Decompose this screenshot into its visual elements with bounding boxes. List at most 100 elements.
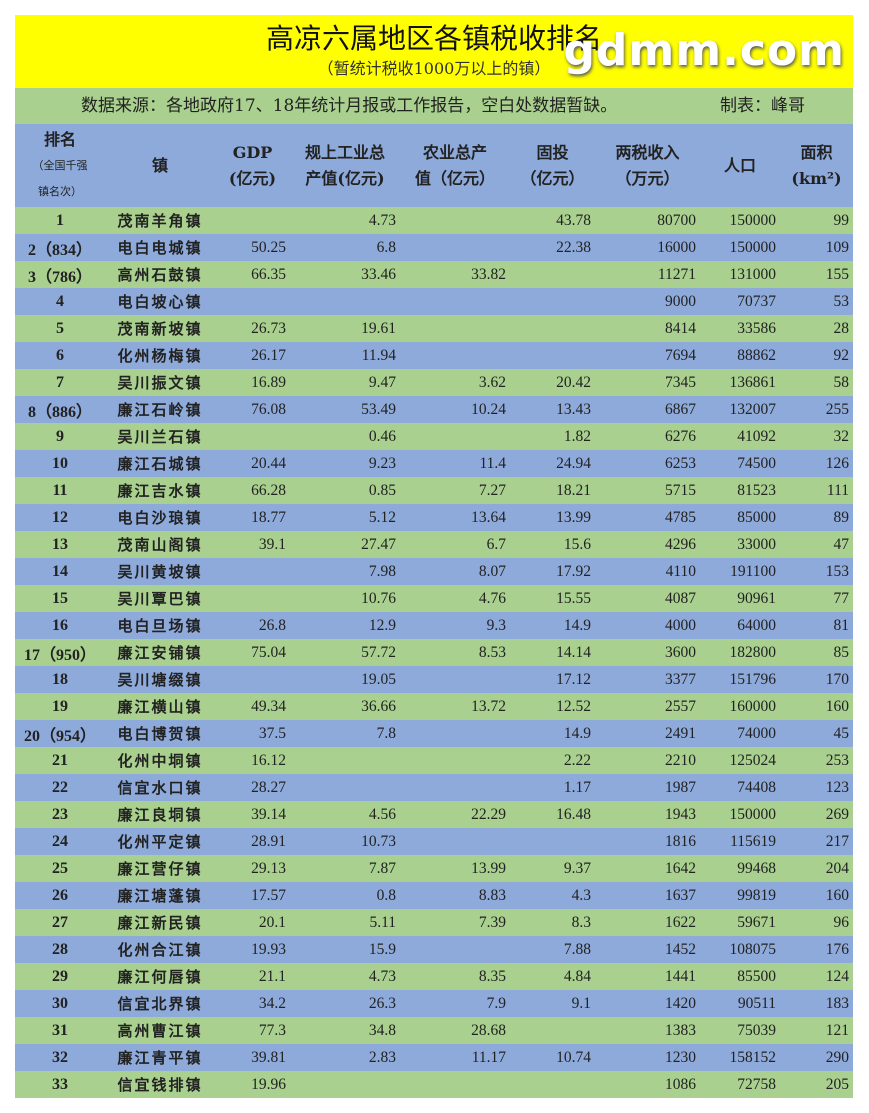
table-row: 30 信宜北界镇 34.2 26.3 7.9 9.1 1420 90511 183 — [15, 990, 853, 1017]
cell-tax: 1642 — [595, 855, 700, 882]
cell-investment: 13.99 — [510, 504, 595, 531]
cell-industrial: 0.85 — [290, 477, 400, 504]
cell-tax: 4087 — [595, 585, 700, 612]
cell-gdp: 16.12 — [215, 747, 290, 774]
cell-gdp: 17.57 — [215, 882, 290, 909]
cell-agriculture: 8.07 — [400, 558, 510, 585]
cell-town: 高州曹江镇 — [105, 1017, 215, 1044]
cell-investment — [510, 342, 595, 369]
header-investment: 固投 （亿元） — [510, 124, 595, 207]
cell-area: 217 — [780, 828, 853, 855]
cell-investment: 16.48 — [510, 801, 595, 828]
cell-rank: 20（954） — [15, 720, 105, 747]
cell-investment — [510, 261, 595, 288]
cell-area: 85 — [780, 639, 853, 666]
cell-industrial: 5.12 — [290, 504, 400, 531]
cell-area: 170 — [780, 666, 853, 693]
table-row: 16 电白旦场镇 26.8 12.9 9.3 14.9 4000 64000 81 — [15, 612, 853, 639]
cell-town: 化州平定镇 — [105, 828, 215, 855]
table-row: 7 吴川振文镇 16.89 9.47 3.62 20.42 7345 136861 58 — [15, 369, 853, 396]
table-row: 15 吴川覃巴镇 10.76 4.76 15.55 4087 90961 77 — [15, 585, 853, 612]
cell-town: 电白旦场镇 — [105, 612, 215, 639]
table-row: 24 化州平定镇 28.91 10.73 1816 115619 217 — [15, 828, 853, 855]
cell-population: 75039 — [700, 1017, 780, 1044]
cell-area: 53 — [780, 288, 853, 315]
cell-industrial: 2.83 — [290, 1044, 400, 1071]
header-row: 排名 （全国千强 镇名次） 镇 GDP (亿元) 规上工业总 产值(亿元) 农业总产 值（… — [15, 124, 853, 207]
cell-area: 89 — [780, 504, 853, 531]
cell-area: 123 — [780, 774, 853, 801]
cell-population: 191100 — [700, 558, 780, 585]
cell-area: 269 — [780, 801, 853, 828]
table-row: 25 廉江营仔镇 29.13 7.87 13.99 9.37 1642 99468 204 — [15, 855, 853, 882]
table-row: 22 信宜水口镇 28.27 1.17 1987 74408 123 — [15, 774, 853, 801]
cell-town: 廉江石城镇 — [105, 450, 215, 477]
cell-gdp — [215, 207, 290, 234]
table-row: 13 茂南山阁镇 39.1 27.47 6.7 15.6 4296 33000 47 — [15, 531, 853, 558]
cell-area: 109 — [780, 234, 853, 261]
cell-rank: 30 — [15, 990, 105, 1017]
table-row: 11 廉江吉水镇 66.28 0.85 7.27 18.21 5715 81523 111 — [15, 477, 853, 504]
cell-population: 72758 — [700, 1071, 780, 1098]
cell-agriculture — [400, 774, 510, 801]
cell-agriculture: 9.3 — [400, 612, 510, 639]
cell-tax: 2557 — [595, 693, 700, 720]
cell-tax: 80700 — [595, 207, 700, 234]
cell-town: 廉江吉水镇 — [105, 477, 215, 504]
cell-rank: 32 — [15, 1044, 105, 1071]
table-row: 23 廉江良垌镇 39.14 4.56 22.29 16.48 1943 150000 269 — [15, 801, 853, 828]
cell-area: 45 — [780, 720, 853, 747]
cell-investment — [510, 288, 595, 315]
cell-rank: 13 — [15, 531, 105, 558]
cell-population: 158152 — [700, 1044, 780, 1071]
cell-rank: 23 — [15, 801, 105, 828]
cell-industrial — [290, 747, 400, 774]
cell-gdp: 49.34 — [215, 693, 290, 720]
cell-gdp: 28.27 — [215, 774, 290, 801]
cell-tax: 1441 — [595, 963, 700, 990]
cell-area: 58 — [780, 369, 853, 396]
cell-tax: 7694 — [595, 342, 700, 369]
cell-tax: 2210 — [595, 747, 700, 774]
cell-town: 吴川兰石镇 — [105, 423, 215, 450]
cell-rank: 4 — [15, 288, 105, 315]
cell-gdp: 20.44 — [215, 450, 290, 477]
cell-population: 41092 — [700, 423, 780, 450]
cell-population: 150000 — [700, 207, 780, 234]
title-banner: 高凉六属地区各镇税收排名 （暂统计税收1000万以上的镇） — [15, 15, 853, 88]
cell-area: 183 — [780, 990, 853, 1017]
cell-industrial: 0.8 — [290, 882, 400, 909]
cell-gdp: 50.25 — [215, 234, 290, 261]
cell-gdp: 76.08 — [215, 396, 290, 423]
cell-town: 茂南山阁镇 — [105, 531, 215, 558]
cell-rank: 5 — [15, 315, 105, 342]
cell-gdp — [215, 558, 290, 585]
cell-population: 33000 — [700, 531, 780, 558]
cell-area: 255 — [780, 396, 853, 423]
cell-tax: 1086 — [595, 1071, 700, 1098]
cell-agriculture: 11.17 — [400, 1044, 510, 1071]
cell-industrial: 15.9 — [290, 936, 400, 963]
cell-population: 99819 — [700, 882, 780, 909]
cell-investment: 4.84 — [510, 963, 595, 990]
cell-investment: 14.9 — [510, 720, 595, 747]
cell-gdp: 26.17 — [215, 342, 290, 369]
ranking-table: 排名 （全国千强 镇名次） 镇 GDP (亿元) 规上工业总 产值(亿元) 农业总产 值（… — [15, 124, 853, 1098]
cell-tax: 2491 — [595, 720, 700, 747]
cell-agriculture: 8.53 — [400, 639, 510, 666]
cell-population: 132007 — [700, 396, 780, 423]
cell-area: 111 — [780, 477, 853, 504]
cell-population: 88862 — [700, 342, 780, 369]
cell-rank: 29 — [15, 963, 105, 990]
cell-town: 廉江何唇镇 — [105, 963, 215, 990]
cell-industrial: 33.46 — [290, 261, 400, 288]
cell-industrial: 7.8 — [290, 720, 400, 747]
page-title: 高凉六属地区各镇税收排名 — [265, 22, 602, 55]
table-row: 20（954） 电白博贺镇 37.5 7.8 14.9 2491 74000 45 — [15, 720, 853, 747]
cell-population: 151796 — [700, 666, 780, 693]
cell-industrial: 36.66 — [290, 693, 400, 720]
header-gdp: GDP (亿元) — [215, 124, 290, 207]
author-note: 制表：峰哥 — [720, 96, 805, 116]
cell-investment: 24.94 — [510, 450, 595, 477]
table-row: 4 电白坡心镇 9000 70737 53 — [15, 288, 853, 315]
